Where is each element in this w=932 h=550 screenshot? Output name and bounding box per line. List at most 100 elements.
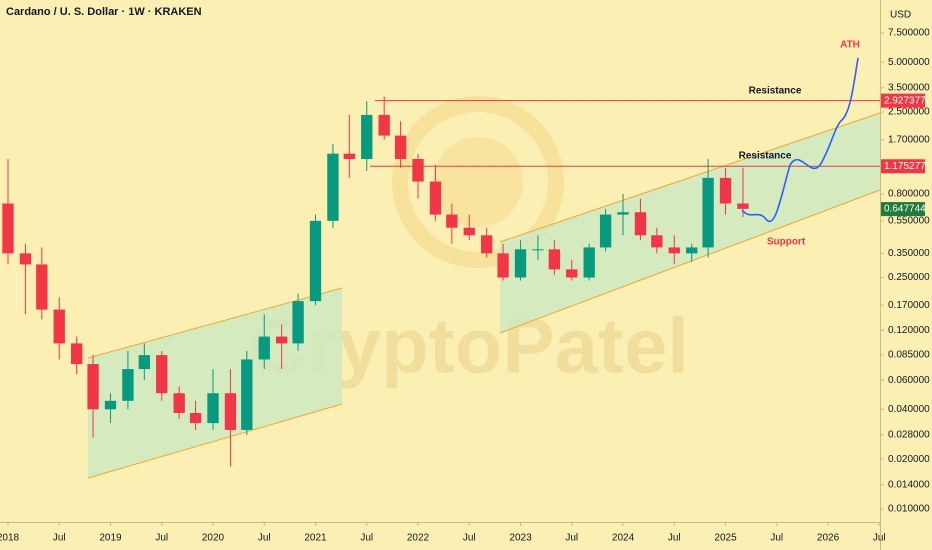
candle-body <box>241 359 253 430</box>
y-tick-label: 0.550000 <box>888 215 930 226</box>
x-tick-label: Jul <box>360 533 373 544</box>
y-tick-label: 0.014000 <box>888 479 930 490</box>
candle-body <box>446 214 458 228</box>
candle-body <box>258 336 270 360</box>
y-tick-label: 7.500000 <box>888 28 930 39</box>
x-tick-label: Jul <box>873 533 886 544</box>
x-tick-label: 2026 <box>817 533 840 544</box>
candle-body <box>719 177 732 204</box>
y-tick-label: 0.010000 <box>888 504 930 515</box>
channel-line <box>499 189 881 334</box>
x-tick-label: Jul <box>53 533 66 544</box>
x-tick-label: Jul <box>770 533 783 544</box>
candle-body <box>599 214 612 248</box>
x-tick-label: Jul <box>668 533 681 544</box>
candle-body <box>481 235 493 254</box>
candle-body <box>19 253 32 265</box>
candle-body <box>173 393 185 413</box>
x-tick-label: Jul <box>565 533 578 544</box>
channel-line <box>87 287 343 359</box>
price-badge-label: 2.927377 <box>884 95 926 106</box>
x-tick-label: Jul <box>155 533 168 544</box>
candle-body <box>122 369 134 401</box>
y-tick-label: 0.120000 <box>888 325 930 336</box>
candle-body <box>583 247 595 278</box>
candle-body <box>651 235 663 248</box>
y-tick-label: 0.028000 <box>888 430 930 441</box>
candle-body <box>53 309 65 344</box>
candle-body <box>686 247 698 254</box>
candle-body <box>668 247 680 254</box>
channel <box>88 288 342 478</box>
candle-body <box>361 114 373 160</box>
y-tick-label: 0.040000 <box>888 404 930 415</box>
candle-body <box>463 227 475 236</box>
candle-body <box>292 301 304 344</box>
y-tick-label: 0.060000 <box>888 375 930 386</box>
candle-body <box>327 153 339 221</box>
x-tick-label: 2025 <box>714 533 737 544</box>
y-tick-label: 5.000000 <box>888 57 930 68</box>
candle-body <box>71 343 83 365</box>
x-tick-label: 2020 <box>202 533 225 544</box>
price-badge <box>881 159 925 174</box>
candle-body <box>514 249 527 278</box>
price-badge <box>881 93 925 108</box>
price-badge-label: 1.175277 <box>884 161 926 172</box>
chart-title: Cardano / U. S. Dollar · 1W · KRAKEN <box>6 6 202 18</box>
x-tick-label: 2024 <box>612 533 635 544</box>
annotation: Resistance <box>749 86 802 97</box>
currency-label: USD <box>890 10 911 21</box>
candle-body <box>737 203 749 209</box>
y-tick-label: 1.700000 <box>888 134 930 145</box>
candle-body <box>412 159 424 182</box>
candle-body <box>189 412 202 424</box>
y-tick-label: 0.350000 <box>888 248 930 259</box>
y-tick-label: 0.170000 <box>888 300 930 311</box>
candle-body <box>36 264 48 310</box>
x-tick-label: 2023 <box>509 533 532 544</box>
x-tick-label: Jul <box>463 533 476 544</box>
channel-line <box>499 112 881 243</box>
candle-body <box>138 355 150 370</box>
candle-body <box>309 220 322 302</box>
y-tick-label: 2.500000 <box>888 107 930 118</box>
x-tick-label: 2021 <box>304 533 327 544</box>
price-badge-label: 0.647744 <box>884 204 926 215</box>
x-tick-label: 2019 <box>99 533 122 544</box>
candle-body <box>343 153 355 160</box>
projection-curve <box>741 57 859 223</box>
candle-body <box>104 400 117 410</box>
candle-body <box>224 393 237 430</box>
candle-body <box>87 364 99 410</box>
x-tick-label: Jul <box>258 533 271 544</box>
watermark-logo <box>433 137 523 227</box>
y-tick-label: 0.800000 <box>888 189 930 200</box>
candle-body <box>532 249 544 251</box>
x-tick-label: 2022 <box>407 533 430 544</box>
annotation: Support <box>767 237 806 248</box>
candle-body <box>548 249 561 270</box>
x-tick-label: 2018 <box>0 533 20 544</box>
candle-body <box>702 177 714 248</box>
price-badge <box>881 202 925 217</box>
candle-body <box>617 212 629 215</box>
candle-body <box>378 114 390 136</box>
y-tick-label: 0.085000 <box>888 350 930 361</box>
candle-body <box>156 355 168 394</box>
candle-body <box>276 336 288 344</box>
annotation: ATH <box>840 40 860 51</box>
watermark-logo <box>392 96 564 268</box>
y-tick-label: 3.500000 <box>888 82 930 93</box>
channel <box>500 113 880 333</box>
annotation: Resistance <box>739 151 792 162</box>
candle-body <box>429 181 442 215</box>
candle-body <box>2 203 14 254</box>
channel-line <box>87 403 343 479</box>
y-tick-label: 0.020000 <box>888 454 930 465</box>
candle-body <box>394 135 407 160</box>
candle-body <box>207 393 219 424</box>
